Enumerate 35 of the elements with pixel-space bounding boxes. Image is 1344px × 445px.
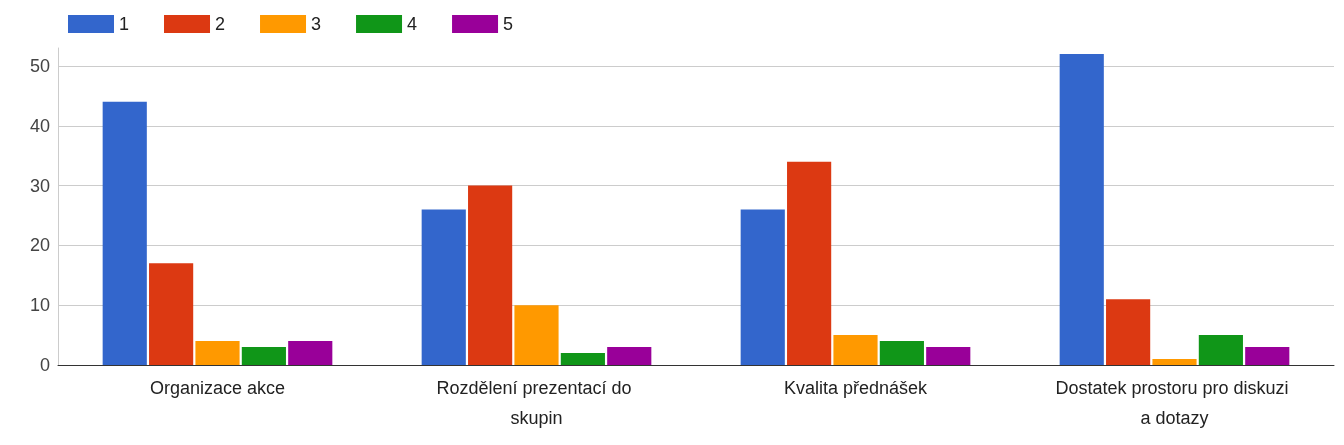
bar	[1245, 347, 1290, 365]
legend-label: 1	[119, 14, 130, 34]
y-tick-label: 40	[29, 115, 50, 136]
bar	[1198, 335, 1243, 365]
bar	[149, 263, 194, 365]
legend-label: 2	[215, 14, 226, 34]
y-tick-label: 30	[29, 175, 50, 196]
bar	[560, 353, 605, 365]
bar	[514, 305, 559, 365]
bar	[421, 209, 466, 365]
y-tick-label: 20	[29, 235, 50, 256]
x-tick-label: Dostatek prostoru pro diskuzi a dotazy	[1055, 378, 1294, 428]
bar	[468, 185, 513, 365]
bar	[288, 341, 333, 365]
x-tick-label: Rozdělení prezentací do skupin	[436, 378, 637, 428]
x-tick-label: Organizace akce	[149, 378, 286, 398]
bar	[1152, 359, 1197, 365]
bar	[740, 209, 785, 365]
bar	[787, 161, 832, 365]
legend-label: 5	[503, 14, 514, 34]
bar	[879, 341, 924, 365]
y-tick-label: 50	[29, 55, 50, 76]
bar	[833, 335, 878, 365]
bar	[1106, 299, 1151, 365]
bar	[926, 347, 971, 365]
y-tick-label: 10	[29, 295, 50, 316]
x-tick-label: Kvalita přednášek	[783, 378, 929, 398]
bar	[102, 101, 147, 365]
legend-label: 4	[407, 14, 418, 34]
legend-label: 3	[311, 14, 322, 34]
bar	[607, 347, 652, 365]
y-tick-label: 0	[39, 355, 50, 375]
bar	[241, 347, 286, 365]
bar	[1059, 53, 1104, 365]
bar	[195, 341, 240, 365]
